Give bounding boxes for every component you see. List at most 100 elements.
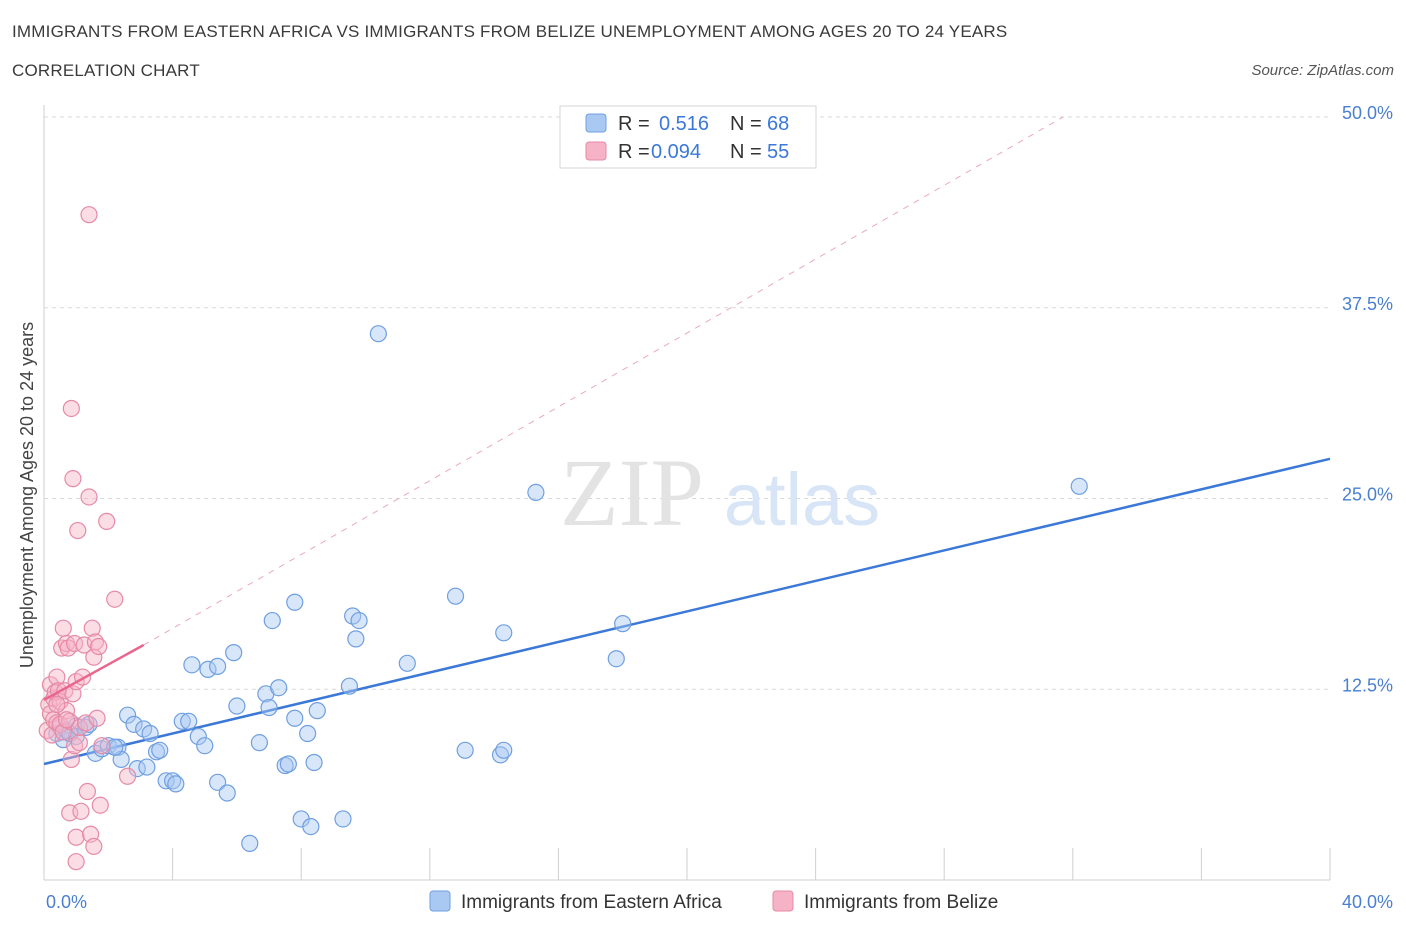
point-eastern-africa-42 bbox=[286, 709, 304, 727]
bottom-legend-swatch-belize bbox=[772, 890, 794, 912]
point-eastern-africa-43 bbox=[286, 593, 304, 611]
legend-swatch-belize bbox=[585, 141, 607, 161]
point-eastern-africa-37 bbox=[260, 698, 278, 717]
chart-title: IMMIGRANTS FROM EASTERN AFRICA VS IMMIGR… bbox=[12, 22, 1008, 41]
point-eastern-africa-46 bbox=[302, 817, 320, 836]
point-belize-30 bbox=[67, 853, 85, 871]
point-eastern-africa-59 bbox=[495, 741, 513, 759]
point-eastern-africa-17 bbox=[141, 724, 159, 743]
legend-n-label-2: N = bbox=[730, 141, 762, 163]
series-legend: Immigrants from Eastern Africa Immigrant… bbox=[429, 890, 998, 913]
point-belize-32 bbox=[70, 734, 88, 752]
point-eastern-africa-39 bbox=[270, 679, 288, 697]
point-belize-24 bbox=[64, 470, 82, 488]
point-eastern-africa-60 bbox=[495, 624, 513, 642]
point-eastern-africa-28 bbox=[199, 660, 217, 679]
point-eastern-africa-16 bbox=[138, 758, 156, 776]
point-belize-46 bbox=[88, 709, 106, 727]
point-eastern-africa-56 bbox=[446, 587, 465, 605]
bottom-legend-label-eastern-africa: Immigrants from Eastern Africa bbox=[461, 892, 722, 913]
point-eastern-africa-21 bbox=[164, 772, 182, 790]
data-points bbox=[38, 206, 1088, 871]
point-belize-42 bbox=[83, 619, 101, 637]
legend-r-eastern-africa: 0.516 bbox=[659, 113, 709, 135]
point-eastern-africa-50 bbox=[340, 677, 359, 695]
point-eastern-africa-20 bbox=[157, 772, 175, 790]
legend-n-belize: 55 bbox=[767, 141, 789, 163]
point-eastern-africa-12 bbox=[118, 706, 137, 724]
point-eastern-africa-30 bbox=[209, 773, 227, 791]
point-belize-9 bbox=[48, 668, 66, 686]
point-eastern-africa-45 bbox=[299, 724, 317, 743]
legend-n-label: N = bbox=[730, 113, 762, 135]
point-eastern-africa-32 bbox=[225, 644, 243, 662]
point-belize-53 bbox=[48, 695, 66, 714]
point-belize-31 bbox=[69, 521, 87, 540]
point-belize-54 bbox=[57, 711, 76, 729]
point-eastern-africa-48 bbox=[308, 702, 326, 720]
point-belize-37 bbox=[77, 714, 95, 732]
y-tick-label-3: 50.0% bbox=[1342, 103, 1393, 123]
watermark: ZIP atlas bbox=[560, 439, 880, 546]
point-belize-50 bbox=[98, 512, 116, 530]
trend-line-eastern-africa bbox=[43, 457, 1331, 766]
point-eastern-africa-64 bbox=[1070, 477, 1088, 495]
point-eastern-africa-19 bbox=[151, 741, 169, 759]
trend-lines bbox=[43, 116, 1331, 766]
point-eastern-africa-53 bbox=[350, 611, 368, 630]
point-belize-39 bbox=[80, 206, 98, 224]
point-belize-29 bbox=[67, 828, 85, 846]
y-tick-label-0: 12.5% bbox=[1342, 675, 1393, 695]
point-eastern-africa-25 bbox=[183, 656, 201, 674]
point-belize-18 bbox=[57, 702, 76, 720]
chart-subtitle: CORRELATION CHART bbox=[12, 61, 200, 80]
y-tick-labels: 12.5% 25.0% 37.5% 50.0% bbox=[1342, 103, 1393, 695]
legend-r-belize: 0.094 bbox=[651, 141, 701, 163]
point-eastern-africa-26 bbox=[189, 727, 207, 746]
point-belize-38 bbox=[78, 782, 97, 801]
watermark-atlas: atlas bbox=[724, 458, 880, 541]
legend-swatch-eastern-africa bbox=[585, 113, 607, 133]
point-eastern-africa-31 bbox=[218, 784, 236, 802]
point-belize-51 bbox=[106, 590, 124, 608]
y-tick-label-2: 37.5% bbox=[1342, 294, 1393, 314]
watermark-zip: ZIP bbox=[560, 439, 704, 546]
trend-line-belize-extended bbox=[143, 116, 1064, 646]
bottom-legend-label-belize: Immigrants from Belize bbox=[804, 892, 998, 913]
legend-n-eastern-africa: 68 bbox=[767, 113, 789, 135]
point-eastern-africa-65 bbox=[106, 738, 124, 756]
legend-r-label: R = bbox=[618, 113, 650, 135]
point-eastern-africa-35 bbox=[250, 734, 269, 752]
point-eastern-africa-57 bbox=[456, 741, 474, 759]
point-belize-52 bbox=[118, 767, 137, 785]
point-eastern-africa-63 bbox=[614, 615, 632, 633]
y-tick-label-1: 25.0% bbox=[1342, 485, 1393, 505]
point-eastern-africa-61 bbox=[527, 483, 545, 501]
point-belize-11 bbox=[51, 692, 69, 711]
point-eastern-africa-29 bbox=[209, 657, 227, 675]
stats-legend: R = 0.516 N = 68 R = 0.094 N = 55 bbox=[559, 105, 817, 169]
point-eastern-africa-54 bbox=[369, 325, 387, 343]
point-belize-23 bbox=[62, 399, 80, 418]
point-belize-22 bbox=[62, 750, 80, 769]
point-belize-45 bbox=[86, 633, 105, 651]
point-belize-40 bbox=[80, 488, 98, 506]
x-tick-label-min: 0.0% bbox=[46, 892, 87, 912]
point-belize-13 bbox=[53, 639, 71, 657]
trend-line-belize bbox=[43, 643, 145, 702]
point-eastern-africa-38 bbox=[263, 611, 281, 630]
point-eastern-africa-23 bbox=[173, 712, 191, 730]
point-eastern-africa-52 bbox=[347, 630, 365, 648]
point-belize-47 bbox=[90, 637, 108, 656]
point-eastern-africa-24 bbox=[180, 712, 198, 730]
grid-lines bbox=[44, 116, 1330, 690]
point-eastern-africa-55 bbox=[398, 654, 416, 672]
point-belize-49 bbox=[93, 737, 111, 755]
point-eastern-africa-58 bbox=[491, 746, 510, 764]
point-belize-43 bbox=[85, 837, 103, 856]
point-eastern-africa-49 bbox=[334, 810, 352, 828]
point-eastern-africa-62 bbox=[607, 650, 625, 668]
point-eastern-africa-33 bbox=[228, 697, 246, 715]
axes bbox=[43, 105, 1331, 881]
